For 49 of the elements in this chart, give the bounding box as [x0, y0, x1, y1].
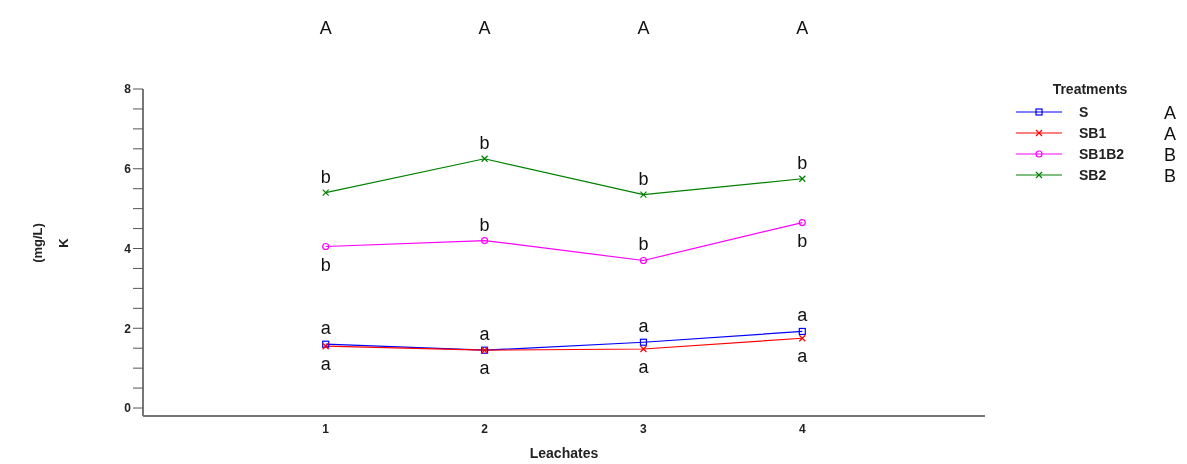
text: A: [796, 18, 809, 38]
y-tick-label: 2: [124, 321, 132, 336]
annotation: b: [797, 152, 808, 173]
text: A: [1163, 124, 1177, 144]
text: A: [319, 18, 332, 38]
annotation: a: [320, 318, 332, 339]
annotation: b: [320, 166, 331, 187]
x-tick-label: 1: [322, 421, 330, 436]
text: A: [637, 18, 650, 38]
annotation: b: [638, 234, 649, 255]
text: B: [1163, 166, 1177, 186]
point: [639, 256, 648, 265]
annotation: b: [797, 230, 808, 251]
annotation: a: [797, 305, 809, 326]
text: A: [1163, 103, 1177, 123]
annotation: a: [479, 358, 491, 379]
annotation: a: [797, 346, 809, 367]
x-axis-title: Leachates: [529, 445, 599, 461]
annotation: b: [479, 132, 490, 153]
legend-label: SB2: [1079, 167, 1107, 183]
annotation: b: [479, 214, 490, 235]
text: B: [1163, 145, 1177, 165]
annotation: a: [479, 324, 491, 345]
y-tick-label: 4: [124, 241, 132, 256]
point: [639, 345, 648, 353]
y-tick-label: 6: [124, 162, 132, 177]
annotation: a: [638, 316, 650, 337]
x-tick-label: 3: [640, 421, 648, 436]
y-axis-title: (mg/L) K: [30, 223, 71, 263]
point: [480, 155, 489, 163]
point: [639, 191, 648, 199]
point: [798, 327, 806, 336]
y-tick-label: 0: [124, 401, 132, 416]
legend-label: S: [1079, 104, 1089, 120]
annotation: b: [638, 168, 649, 189]
text: A: [478, 18, 491, 38]
legend-title: Treatments: [1052, 81, 1128, 97]
point: [322, 242, 330, 251]
annotation: a: [638, 357, 650, 377]
legend-label: SB1: [1079, 125, 1107, 141]
point: [480, 236, 489, 245]
legend-label: SB1B2: [1079, 146, 1125, 162]
annotation: b: [320, 254, 331, 275]
x-tick-label: 2: [481, 421, 489, 436]
y-tick-label: 8: [124, 82, 132, 97]
point: [639, 338, 648, 346]
x-tick-label: 4: [798, 421, 806, 436]
annotation: a: [320, 354, 332, 375]
point: [798, 218, 806, 227]
